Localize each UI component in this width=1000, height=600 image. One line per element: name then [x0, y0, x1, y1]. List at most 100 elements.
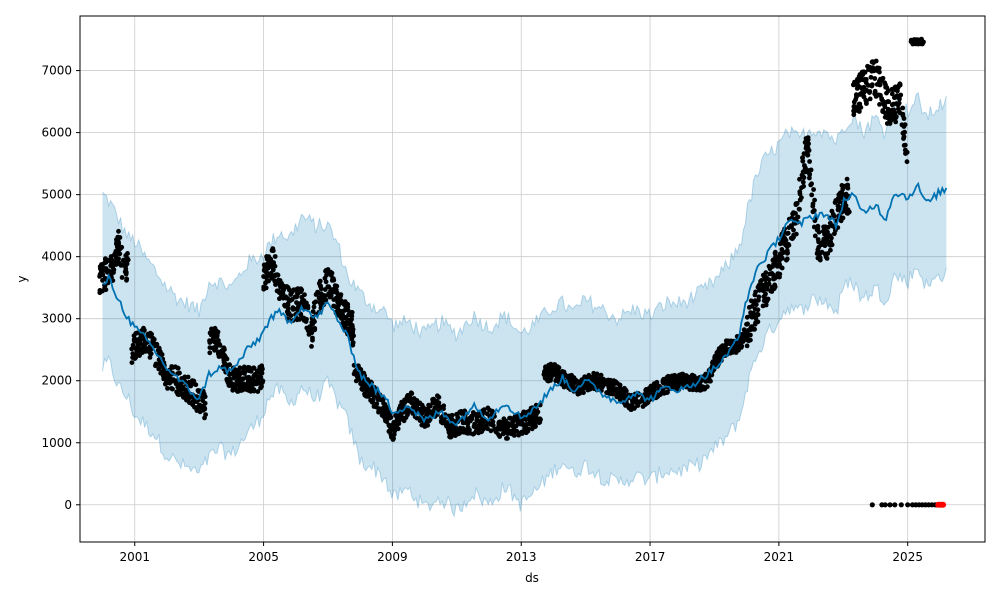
observed-point [772, 282, 778, 288]
observed-point [349, 313, 355, 319]
observed-point [261, 286, 267, 292]
observed-point [753, 315, 759, 321]
observed-point [779, 265, 785, 271]
observed-point [528, 419, 534, 424]
observed-point [137, 353, 142, 358]
observed-point [901, 143, 907, 148]
observed-point [259, 367, 265, 372]
y-axis-ticks: 0 1000 2000 3000 4000 5000 6000 7000 [41, 64, 80, 512]
observed-point [687, 387, 693, 392]
observed-point [358, 378, 364, 384]
observed-point [328, 273, 334, 278]
y-axis-label: y [15, 275, 29, 282]
observed-point [593, 376, 599, 382]
observed-point [502, 422, 508, 427]
observed-point [342, 324, 348, 329]
observed-point [791, 227, 796, 233]
observed-point [893, 94, 899, 100]
observed-point [831, 213, 837, 219]
observed-point [524, 421, 530, 427]
observed-point [288, 292, 294, 297]
observed-point [712, 355, 718, 361]
observed-point [637, 399, 643, 404]
observed-point [829, 223, 835, 228]
observed-point [811, 224, 817, 230]
observed-point [197, 402, 203, 408]
observed-point [584, 384, 590, 390]
observed-point [248, 368, 254, 374]
observed-point [643, 387, 649, 393]
observed-point [823, 254, 829, 260]
observed-point [737, 343, 742, 348]
observed-point [570, 376, 575, 382]
observed-point [894, 101, 899, 107]
observed-point [119, 275, 125, 280]
observed-point [419, 422, 425, 428]
observed-point [342, 308, 347, 313]
observed-point [207, 340, 213, 345]
observed-point [175, 365, 181, 371]
observed-point [235, 375, 241, 380]
observed-point [251, 366, 257, 371]
observed-point [417, 406, 423, 412]
observed-point [317, 278, 323, 284]
observed-point [674, 375, 680, 380]
observed-point [291, 287, 297, 293]
observed-point [230, 387, 236, 393]
observed-point [300, 298, 305, 304]
observed-point [901, 116, 907, 121]
zero-point [887, 502, 893, 508]
observed-point [537, 416, 543, 422]
observed-point [489, 408, 495, 414]
observed-point [323, 279, 329, 285]
observed-point [102, 260, 107, 266]
observed-point [800, 173, 805, 178]
observed-point [233, 381, 239, 387]
y-tick-label: 7000 [41, 64, 72, 78]
observed-point [785, 230, 791, 236]
observed-point [181, 376, 186, 381]
observed-point [473, 428, 479, 434]
observed-point [123, 253, 129, 258]
observed-point [797, 206, 802, 212]
y-tick-label: 6000 [41, 126, 72, 140]
observed-point [261, 274, 266, 279]
observed-point [870, 59, 875, 65]
observed-point [598, 372, 604, 378]
observed-point [175, 381, 181, 387]
observed-point [184, 397, 189, 403]
observed-point [212, 339, 218, 345]
observed-point [887, 121, 893, 126]
observed-point [207, 345, 213, 350]
observed-point [912, 38, 918, 44]
observed-point [428, 410, 433, 416]
observed-point [854, 86, 860, 91]
observed-point [817, 257, 823, 263]
observed-point [482, 410, 487, 415]
observed-point [425, 407, 431, 413]
observed-point [786, 225, 792, 231]
observed-point [265, 255, 271, 261]
observed-point [881, 101, 886, 107]
observed-point [811, 208, 817, 214]
observed-point [181, 394, 186, 400]
observed-point [132, 336, 138, 342]
observed-point [212, 345, 217, 350]
y-tick-label: 3000 [41, 312, 72, 326]
observed-point [859, 72, 865, 77]
y-tick-label: 2000 [41, 374, 72, 388]
x-axis-label: ds [525, 571, 539, 585]
observed-point [900, 105, 906, 111]
observed-point [843, 191, 849, 197]
observed-point [888, 111, 893, 117]
observed-point [161, 369, 167, 375]
observed-point [421, 408, 427, 413]
observed-point [295, 301, 300, 306]
observed-point [298, 312, 304, 318]
observed-point [309, 344, 314, 349]
observed-point [147, 355, 153, 360]
observed-point [97, 264, 103, 269]
observed-point [100, 278, 105, 283]
observed-point [872, 88, 878, 94]
observed-point [261, 262, 267, 268]
